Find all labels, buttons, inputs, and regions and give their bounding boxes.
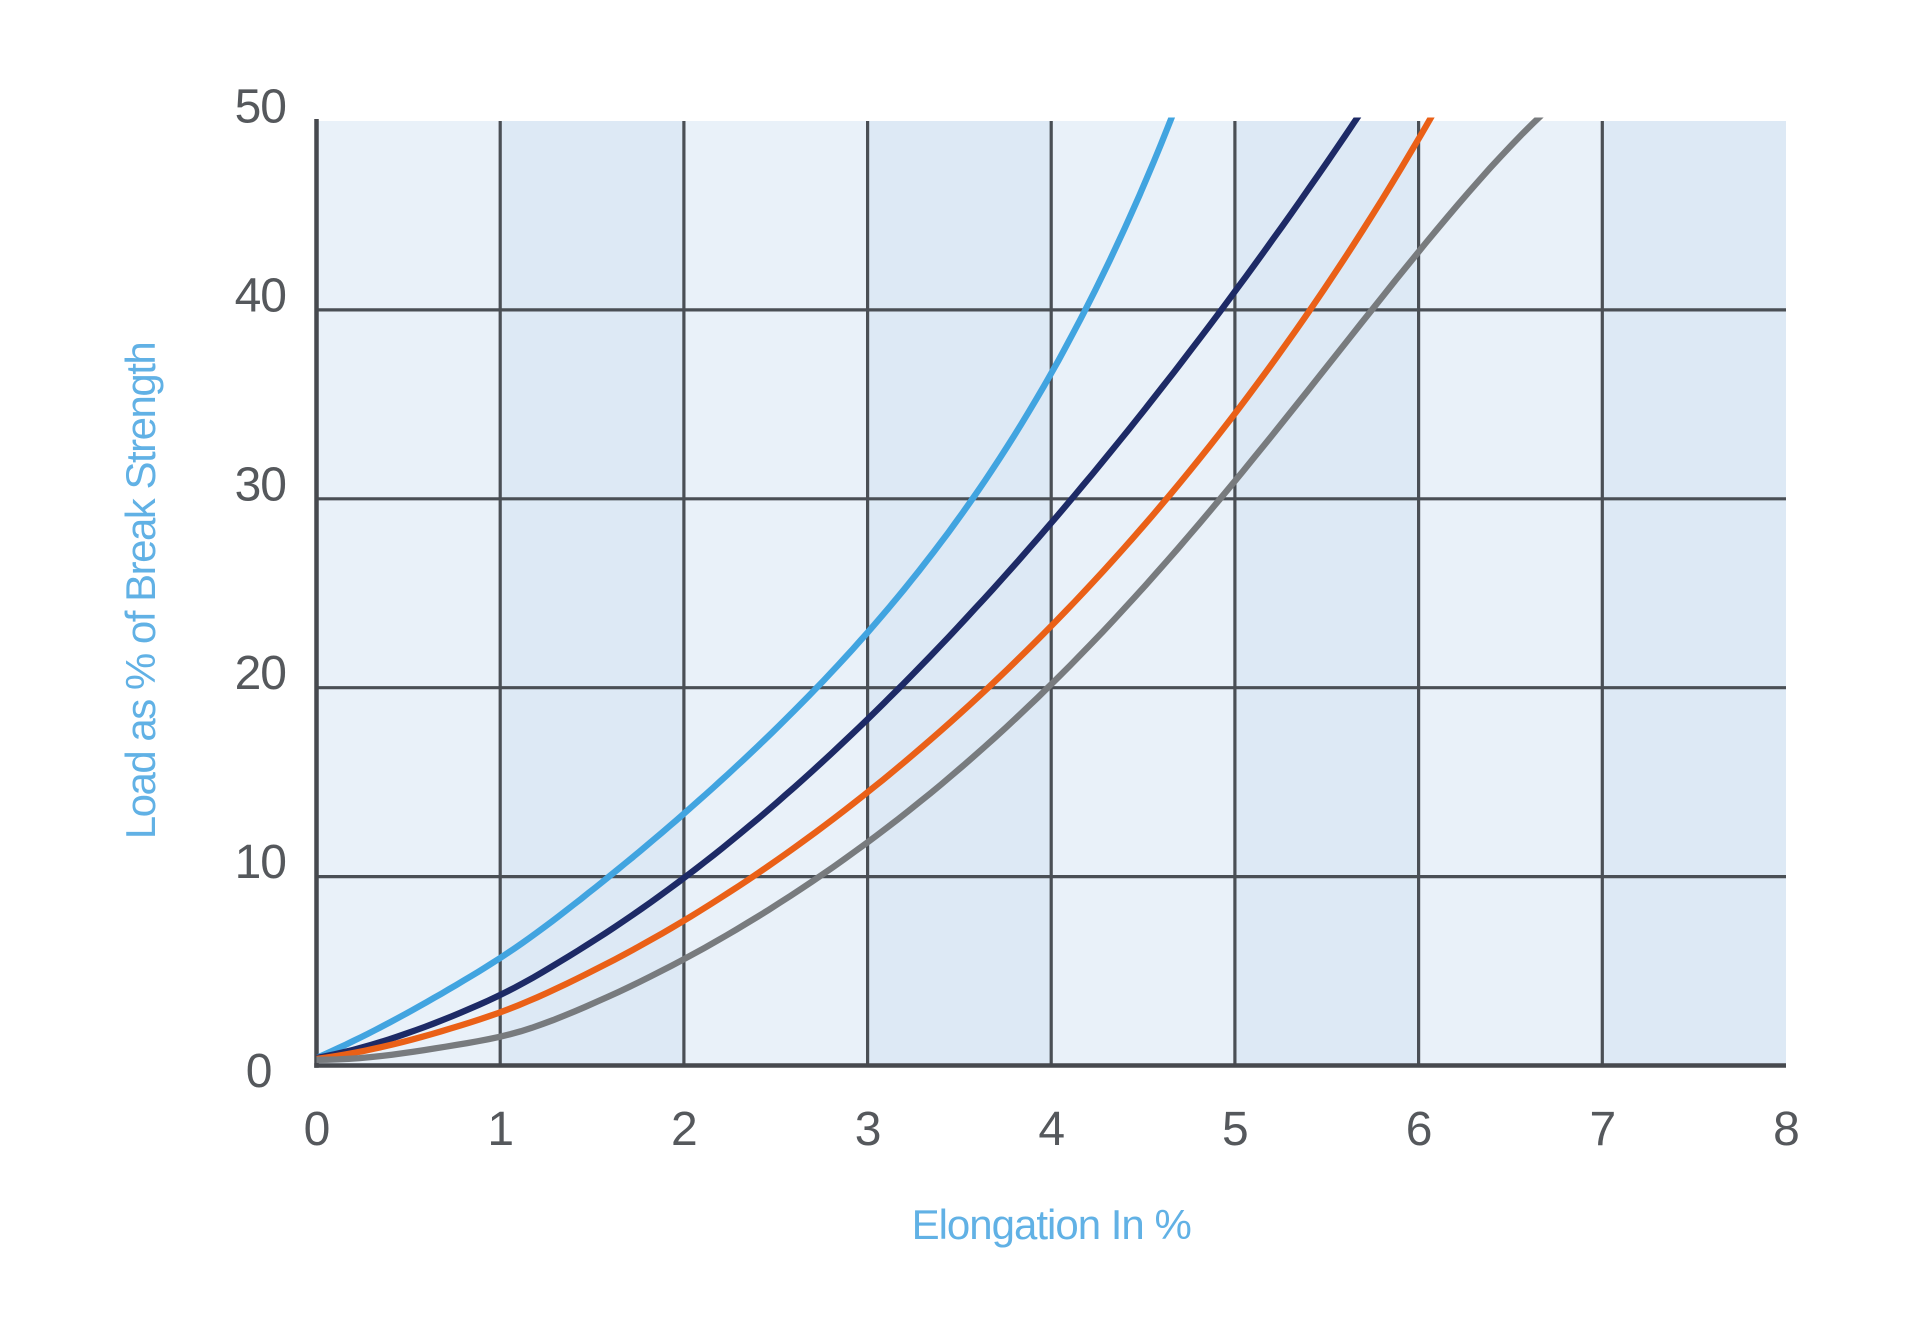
svg-text:20: 20 (235, 647, 286, 700)
svg-text:6: 6 (1406, 1103, 1432, 1156)
svg-text:50: 50 (235, 81, 286, 134)
svg-text:Load as % of Break Strength: Load as % of Break Strength (117, 343, 164, 840)
svg-text:Elongation In %: Elongation In % (912, 1201, 1191, 1248)
svg-text:4: 4 (1038, 1103, 1064, 1156)
svg-text:1: 1 (487, 1103, 513, 1156)
svg-text:10: 10 (235, 836, 286, 889)
svg-text:0: 0 (304, 1103, 330, 1156)
svg-text:5: 5 (1222, 1103, 1248, 1156)
svg-text:8: 8 (1773, 1103, 1799, 1156)
svg-text:30: 30 (235, 458, 286, 511)
svg-text:3: 3 (855, 1103, 881, 1156)
svg-text:40: 40 (235, 269, 286, 322)
svg-text:0: 0 (246, 1045, 272, 1098)
svg-text:7: 7 (1589, 1103, 1615, 1156)
svg-text:2: 2 (671, 1103, 697, 1156)
